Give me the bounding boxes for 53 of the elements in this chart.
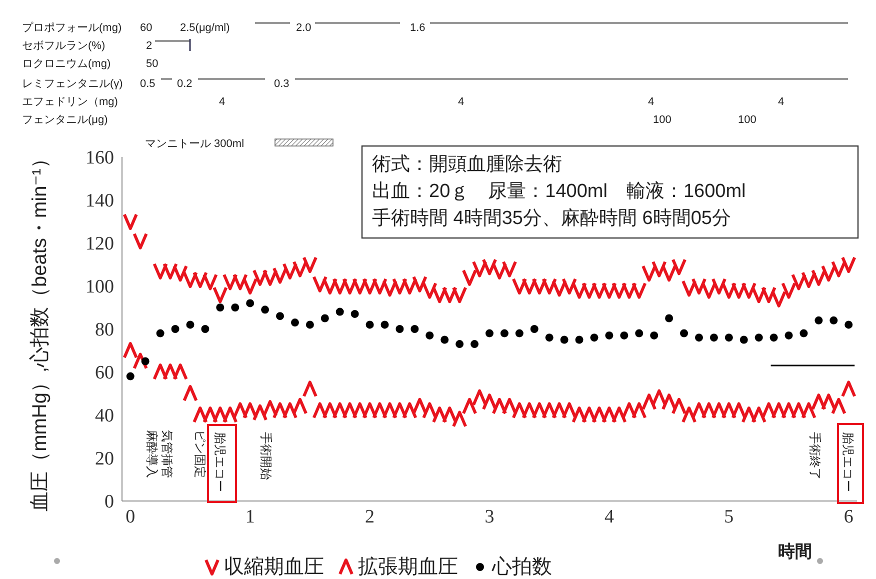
y-tick-label: 80 — [95, 320, 114, 341]
x-axis-title: 時間 — [778, 542, 812, 561]
x-tick-label: 5 — [724, 506, 734, 528]
text: 1.6 — [410, 22, 426, 34]
text: 4 — [219, 96, 226, 108]
annotation: 気管挿管 — [160, 430, 174, 478]
annotation: 麻酔導入 — [145, 430, 159, 478]
annotation: 手術時間 4時間35分、麻酔時間 6時間05分 — [372, 208, 731, 229]
y-axis-title: 血圧（mmHg）,心拍数（beats・min⁻¹） — [29, 148, 51, 512]
x-tick-label: 3 — [484, 506, 494, 528]
text: 50 — [146, 58, 158, 70]
text: 60 — [140, 22, 152, 34]
annotation: ピン固定 — [193, 430, 207, 478]
annotation: 胎児エコー — [213, 432, 227, 492]
y-tick-label: 60 — [95, 362, 114, 384]
text: プロポフォール(mg) — [22, 21, 122, 34]
x-tick-label: 0 — [126, 506, 136, 528]
y-tick-label: 0 — [104, 492, 114, 513]
x-tick-label: 2 — [365, 506, 375, 528]
text: フェンタニル(μg) — [22, 114, 108, 126]
text: 4 — [778, 96, 784, 108]
x-tick-label: 4 — [604, 506, 614, 528]
annotation: 胎児エコー — [841, 432, 855, 492]
legend-label: 心拍数 — [490, 555, 552, 579]
text: 4 — [458, 96, 464, 108]
annotation: 手術開始 — [259, 432, 273, 480]
x-tick-label: 1 — [245, 506, 255, 528]
y-tick-label: 120 — [86, 234, 114, 255]
text: 2.5(μg/ml) — [180, 22, 230, 34]
text: 2.0 — [296, 22, 312, 34]
text: ロクロニウム(mg) — [22, 58, 111, 70]
y-tick-label: 40 — [95, 406, 114, 427]
text: 2 — [146, 40, 152, 52]
text: 100 — [738, 114, 756, 126]
annotation: 術式：開頭血腫除去術 — [372, 154, 562, 175]
annotation: 手術終了 — [808, 432, 822, 480]
annotation: 出血：20ｇ 尿量：1400ml 輸液：1600ml — [372, 180, 746, 202]
x-tick-label: 6 — [844, 506, 854, 528]
text: 4 — [648, 96, 654, 108]
text: セボフルラン(%) — [22, 40, 106, 52]
legend-label: 拡張期血圧 — [357, 555, 458, 579]
y-tick-label: 100 — [86, 276, 114, 298]
legend-label: 収縮期血圧 — [223, 555, 324, 579]
y-tick-label: 160 — [86, 148, 114, 169]
text: マンニトール 300ml — [145, 138, 244, 150]
text: 0.5 — [140, 78, 156, 90]
text: 0.2 — [177, 78, 192, 90]
text: 0.3 — [274, 78, 290, 90]
y-tick-label: 20 — [95, 448, 114, 470]
y-tick-label: 140 — [86, 190, 114, 212]
text: レミフェンタニル(γ) — [22, 78, 123, 90]
text: 100 — [653, 114, 672, 126]
text: エフェドリン（mg) — [22, 96, 118, 108]
